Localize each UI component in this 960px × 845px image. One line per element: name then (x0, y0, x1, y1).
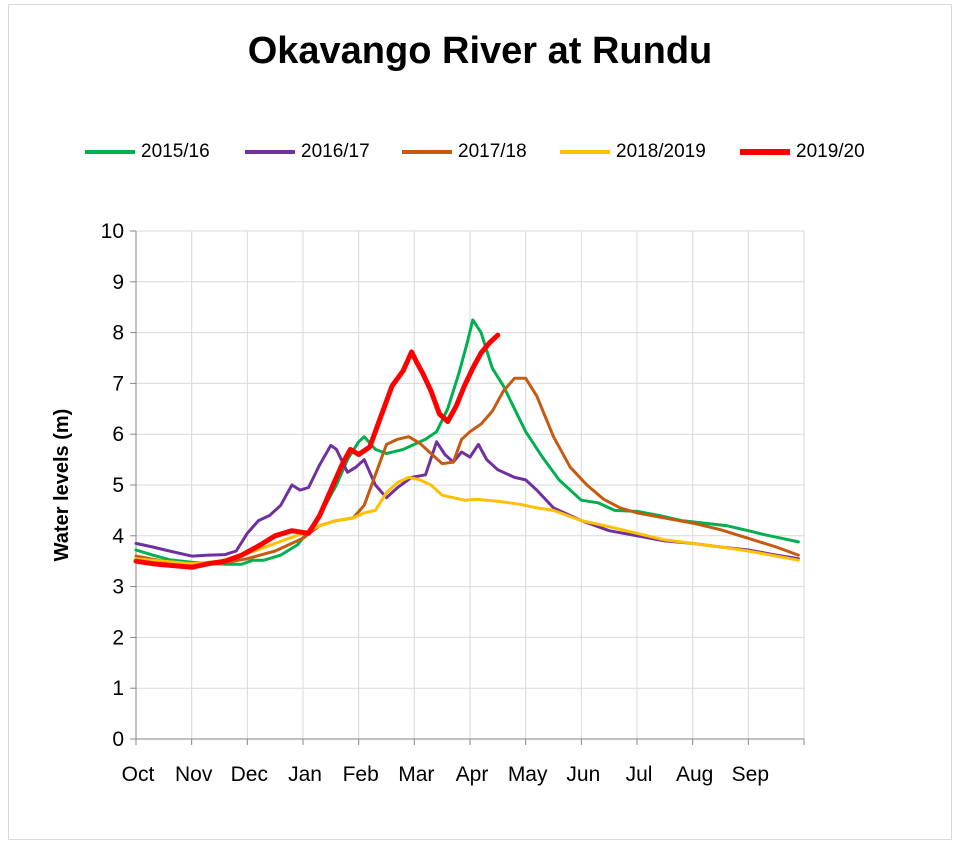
series-line-2015-16 (134, 318, 800, 566)
y-tick-label: 5 (112, 474, 124, 497)
y-tick-label: 2 (112, 626, 124, 649)
chart-title: Okavango River at Rundu (247, 30, 713, 72)
y-tick-label: 0 (112, 728, 124, 751)
y-tick-label: 7 (112, 372, 124, 395)
x-tick-label: Nov (175, 763, 213, 786)
legend-swatch (85, 150, 135, 154)
legend-label: 2018/2019 (616, 141, 706, 162)
y-tick-label: 10 (101, 220, 124, 243)
legend-swatch (740, 149, 790, 155)
y-tick-label: 9 (112, 271, 124, 294)
x-tick-label: Dec (231, 763, 268, 786)
x-tick-label: May (508, 763, 548, 786)
series-line-2018-2019 (134, 475, 800, 566)
y-axis-label: Water levels (m) (51, 409, 73, 562)
y-tick-label: 3 (112, 576, 124, 599)
x-tick-label: Mar (398, 763, 434, 786)
series-line-2016-17 (134, 440, 800, 561)
legend-item-2016-17: 2016/17 (245, 140, 370, 164)
legend-label: 2019/20 (796, 141, 865, 162)
legend-label: 2016/17 (301, 141, 370, 162)
legend-item-2019-20: 2019/20 (740, 140, 865, 164)
x-tick-label: Aug (676, 763, 713, 786)
legend-swatch (402, 150, 452, 154)
x-tick-label: Apr (456, 763, 489, 786)
legend-item-2018-2019: 2018/2019 (560, 140, 706, 164)
series-line-2019-20 (133, 332, 501, 570)
x-tick-label: Oct (122, 763, 155, 786)
x-tick-label: Sep (732, 763, 769, 786)
legend-label: 2015/16 (141, 141, 210, 162)
y-tick-label: 1 (112, 677, 124, 700)
legend-label: 2017/18 (458, 141, 527, 162)
legend-item-2017-18: 2017/18 (402, 140, 527, 164)
legend-swatch (245, 150, 295, 154)
y-tick-label: 4 (112, 525, 124, 548)
legend-item-2015-16: 2015/16 (85, 140, 210, 164)
x-tick-label: Jun (566, 763, 600, 786)
x-tick-label: Feb (343, 763, 379, 786)
y-tick-label: 6 (112, 423, 124, 446)
y-tick-label: 8 (112, 322, 124, 345)
x-tick-label: Jan (288, 763, 322, 786)
legend-swatch (560, 150, 610, 154)
chart-frame (8, 4, 952, 840)
x-tick-label: Jul (626, 763, 653, 786)
chart-legend: 2015/16 2016/17 2017/18 2018/2019 2019/2… (0, 140, 960, 164)
